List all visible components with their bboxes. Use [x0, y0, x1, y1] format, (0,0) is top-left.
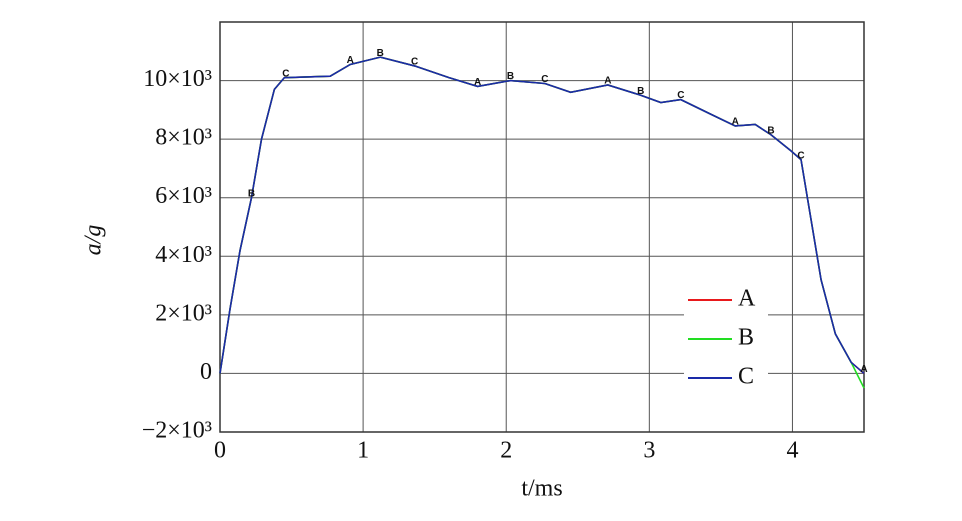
point-annotation: B [767, 125, 774, 136]
y-tick-label: 6×10³ [155, 183, 212, 209]
point-annotation: A [604, 76, 611, 87]
y-tick-label: 8×10³ [155, 125, 212, 151]
point-annotation: B [637, 86, 644, 97]
point-annotation: A [347, 55, 354, 66]
point-annotation: B [377, 48, 384, 59]
x-tick-label: 1 [357, 438, 369, 464]
point-annotation: C [541, 74, 548, 85]
y-tick-label: −2×10³ [142, 418, 212, 444]
point-annotation: C [282, 68, 289, 79]
legend-label: B [738, 325, 754, 351]
y-tick-label: 0 [200, 359, 212, 385]
data-line [219, 56, 865, 375]
point-annotation: B [248, 188, 255, 199]
x-tick-label: 3 [643, 438, 655, 464]
point-annotation: C [677, 90, 684, 101]
point-annotation: C [797, 150, 804, 161]
x-tick-label: 4 [786, 438, 798, 464]
x-axis-label: t/ms [521, 476, 562, 502]
point-annotation: A [732, 117, 739, 128]
point-annotation: A [860, 364, 867, 375]
x-tick-label: 2 [500, 438, 512, 464]
x-tick-label: 0 [214, 438, 226, 464]
point-annotation: A [474, 77, 481, 88]
plot-frame [219, 21, 865, 433]
point-annotation: C [411, 57, 418, 68]
legend-label: A [738, 286, 756, 312]
y-tick-label: 2×10³ [155, 300, 212, 326]
y-tick-label: 10×10³ [143, 66, 212, 92]
y-axis-label: a/g [81, 225, 107, 256]
legend-label: C [738, 364, 754, 390]
y-tick-label: 4×10³ [155, 242, 212, 268]
point-annotation: B [507, 71, 514, 82]
